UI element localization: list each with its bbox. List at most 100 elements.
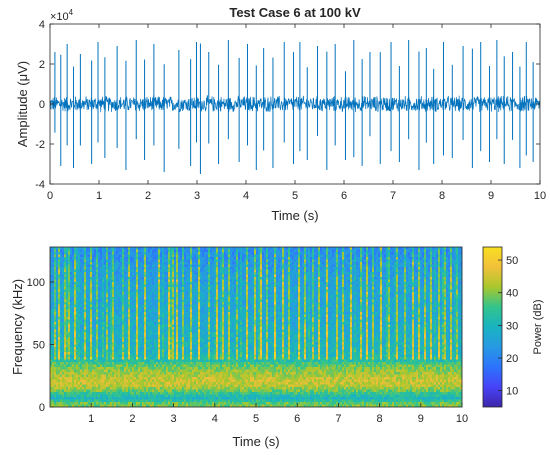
spectrogram-cell (58, 254, 61, 258)
spectrogram-cell (172, 347, 175, 350)
spectrogram-cell (90, 269, 93, 273)
spectrogram-cell (158, 267, 161, 270)
spectrogram-cell (106, 337, 109, 340)
spectrogram-cell (178, 389, 181, 393)
spectrogram-cell (124, 402, 127, 405)
spectrogram-cell (176, 399, 179, 403)
spectrogram-cell (92, 357, 95, 360)
spectrogram-cell (184, 402, 187, 405)
spectrogram-cell (192, 357, 195, 360)
spectrogram-cell (198, 274, 201, 278)
spectrogram-cell (156, 389, 159, 393)
spectrogram-cell (172, 254, 175, 258)
spectrogram-cell (108, 309, 111, 313)
spectrogram-cell (174, 319, 177, 323)
spectrogram-cell (178, 362, 181, 365)
spectrogram-cell (172, 372, 175, 375)
spectrogram-cell (110, 302, 113, 305)
spectrogram-cell (50, 304, 53, 308)
spectrogram-cell (74, 254, 77, 258)
spectrogram-cell (56, 384, 59, 388)
spectrogram-cell (90, 339, 93, 343)
spectrogram-cell (132, 257, 135, 260)
spectrogram-cell (78, 377, 81, 380)
spectrogram-cell (74, 337, 77, 340)
spectrogram-cell (72, 332, 75, 335)
spectrogram-cell (182, 364, 185, 368)
spectrogram-cell (66, 382, 69, 385)
spectrogram-cell (98, 309, 101, 313)
spectrogram-cell (140, 399, 143, 403)
spectrogram-cell (74, 344, 77, 348)
spectrogram-cell (54, 254, 57, 258)
spectrogram-cell (154, 329, 157, 333)
spectrogram-cell (94, 292, 97, 295)
spectrogram-cell (80, 367, 83, 370)
spectrogram-cell (72, 284, 75, 288)
spectrogram-cell (194, 327, 197, 330)
spectrogram-cell (176, 364, 179, 368)
spectrogram-cell (76, 384, 79, 388)
spectrogram-cell (64, 384, 67, 388)
spectrogram-cell (92, 312, 95, 315)
spectrogram-cell (180, 374, 183, 378)
spectrogram-cell (148, 287, 151, 290)
spectrogram-cell (180, 282, 183, 285)
spectrogram-cell (170, 404, 173, 408)
spectrogram-cell (126, 367, 129, 370)
spectrogram-cell (64, 367, 67, 370)
spectrogram-cell (164, 319, 167, 323)
spectrogram-cell (198, 269, 201, 273)
spectrogram-cell (162, 352, 165, 355)
spectrogram-cell (154, 247, 157, 250)
spectrogram-cell (98, 362, 101, 365)
spectrogram-cell (70, 404, 73, 408)
spectrogram-cell (64, 307, 67, 310)
spectrogram-cell (68, 254, 71, 258)
spectrogram-cell (116, 272, 119, 275)
spectrogram-cell (56, 372, 59, 375)
spectrogram-cell (98, 304, 101, 308)
spectrogram-cell (180, 264, 183, 268)
spectrogram-cell (84, 332, 87, 335)
spectrogram-cell (164, 272, 167, 275)
spectrogram-cell (152, 354, 155, 358)
spectrogram-cell (140, 329, 143, 333)
spectrogram-cell (54, 377, 57, 380)
spectrogram-cell (156, 372, 159, 375)
spectrogram-cell (154, 289, 157, 293)
spectrogram-cell (130, 314, 133, 318)
spectrogram-cell (74, 329, 77, 333)
spectrogram-cell (140, 367, 143, 370)
spectrogram-cell (196, 297, 199, 300)
spectrogram-cell (186, 272, 189, 275)
spectrogram-cell (118, 249, 121, 253)
spectrogram-cell (52, 307, 55, 310)
spectrogram-cell (52, 352, 55, 355)
spectrogram-cell (188, 257, 191, 260)
spectrogram-cell (152, 302, 155, 305)
spectrogram-cell (94, 297, 97, 300)
spectrogram-cell (134, 252, 137, 255)
spectrogram-cell (80, 387, 83, 390)
spectrogram-cell (116, 314, 119, 318)
spectrogram-cell (190, 389, 193, 393)
spectrogram-cell (172, 317, 175, 320)
spectrogram-cell (134, 387, 137, 390)
spectrogram-cell (180, 352, 183, 355)
spectrogram-cell (116, 357, 119, 360)
spectrogram-cell (182, 334, 185, 338)
spectrogram-cell (170, 387, 173, 390)
spectrogram-cell (146, 279, 149, 283)
spectrogram-cell (144, 297, 147, 300)
spectrogram-cell (112, 272, 115, 275)
spectrogram-cell (136, 284, 139, 288)
spectrogram-cell (122, 364, 125, 368)
spectrogram-cell (138, 372, 141, 375)
spectrogram-cell (100, 269, 103, 273)
spectrogram-cell (78, 307, 81, 310)
spectrogram-cell (124, 372, 127, 375)
spectrogram-cell (62, 394, 65, 398)
spectrogram-cell (146, 377, 149, 380)
